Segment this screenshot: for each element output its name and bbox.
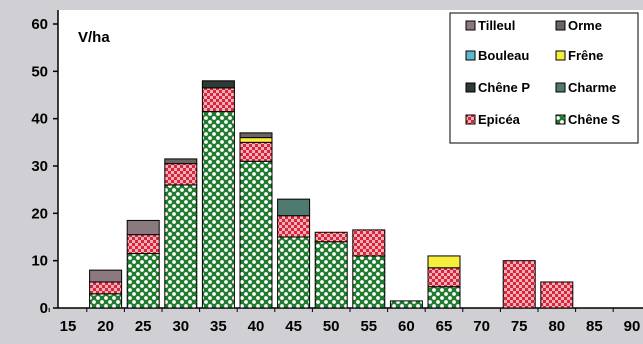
x-tick-label: 80 xyxy=(548,318,565,335)
x-tick-label: 90 xyxy=(624,318,641,335)
y-tick-label: 0 xyxy=(40,300,48,317)
bar-chene-s-55 xyxy=(352,255,386,309)
y-tick-label: 60 xyxy=(31,16,48,33)
legend-swatch-frene xyxy=(555,50,566,61)
legend-swatch-chene-p xyxy=(465,82,476,93)
x-tick-label: 75 xyxy=(511,318,528,335)
legend-label-tilleul: Tilleul xyxy=(478,18,515,33)
x-tick-label: 20 xyxy=(97,318,114,335)
bar-chene-s-20 xyxy=(89,293,123,309)
bar-epicea-80 xyxy=(540,281,574,309)
bar-frene-40 xyxy=(239,137,273,143)
bar-chene-s-50 xyxy=(314,241,348,309)
bar-chene-s-25 xyxy=(126,253,160,309)
bar-chene-s-65 xyxy=(427,286,461,309)
x-axis: 15 20 25 30 35 40 45 50 55 60 65 70 75 80 85 90 xyxy=(48,307,643,335)
bars xyxy=(89,80,574,309)
legend-label-chene-s: Chêne S xyxy=(568,112,620,127)
bar-charme-45 xyxy=(277,198,311,217)
x-tick-label: 65 xyxy=(436,318,453,335)
legend-label-orme: Orme xyxy=(568,18,602,33)
bar-epicea-30 xyxy=(164,163,198,186)
legend-label-epicea: Epicéa xyxy=(478,112,521,127)
bar-epicea-40 xyxy=(239,141,273,162)
bar-tilleul-25 xyxy=(126,219,160,236)
bar-frene-65 xyxy=(427,255,461,269)
bar-epicea-20 xyxy=(89,281,123,295)
bar-epicea-55 xyxy=(352,229,386,257)
legend-swatch-bouleau xyxy=(465,50,476,61)
bar-tilleul-20 xyxy=(89,269,123,283)
bar-chene-s-60 xyxy=(389,300,423,309)
legend-label-bouleau: Bouleau xyxy=(478,48,529,63)
legend-label-frene: Frêne xyxy=(568,48,603,63)
x-tick-label: 25 xyxy=(135,318,152,335)
bar-chene-p-35 xyxy=(201,80,235,89)
y-tick-label: 40 xyxy=(31,111,48,128)
x-tick-label: 30 xyxy=(172,318,189,335)
legend-swatch-chene-s xyxy=(555,114,566,125)
y-axis: 0 10 20 30 40 50 60 xyxy=(31,10,59,317)
bar-chene-s-30 xyxy=(164,184,198,309)
legend-label-chene-p: Chêne P xyxy=(478,80,530,95)
y-tick-label: 20 xyxy=(31,205,48,222)
legend-swatch-tilleul xyxy=(465,20,476,31)
bar-epicea-35 xyxy=(201,87,235,113)
x-tick-label: 60 xyxy=(398,318,415,335)
bar-chene-s-35 xyxy=(201,111,235,309)
y-tick-label: 50 xyxy=(31,63,48,80)
legend-label-charme: Charme xyxy=(568,80,616,95)
bar-orme-40 xyxy=(239,132,273,139)
legend-swatch-epicea xyxy=(465,114,476,125)
x-tick-label: 70 xyxy=(473,318,490,335)
x-tick-label: 35 xyxy=(210,318,227,335)
legend: Tilleul Orme Bouleau Frêne Chêne P Charme Epic… xyxy=(449,12,639,144)
y-tick-label: 10 xyxy=(31,253,48,270)
bar-epicea-45 xyxy=(277,215,311,238)
x-tick-label: 40 xyxy=(248,318,265,335)
bar-epicea-25 xyxy=(126,234,160,255)
legend-box xyxy=(449,12,639,144)
bar-chene-s-45 xyxy=(277,236,311,309)
x-tick-label: 85 xyxy=(586,318,603,335)
bar-epicea-50 xyxy=(314,231,348,243)
bar-chene-s-40 xyxy=(239,160,273,309)
y-axis-label: V/ha xyxy=(78,29,110,46)
bar-epicea-75 xyxy=(502,260,536,309)
legend-swatch-orme xyxy=(555,20,566,31)
x-tick-label: 45 xyxy=(285,318,302,335)
x-tick-label: 50 xyxy=(323,318,340,335)
y-tick-label: 30 xyxy=(31,158,48,175)
legend-swatch-charme xyxy=(555,82,566,93)
bar-orme-30 xyxy=(164,158,198,165)
x-tick-label: 15 xyxy=(60,318,77,335)
x-tick-label: 55 xyxy=(360,318,377,335)
bar-epicea-65 xyxy=(427,267,461,288)
